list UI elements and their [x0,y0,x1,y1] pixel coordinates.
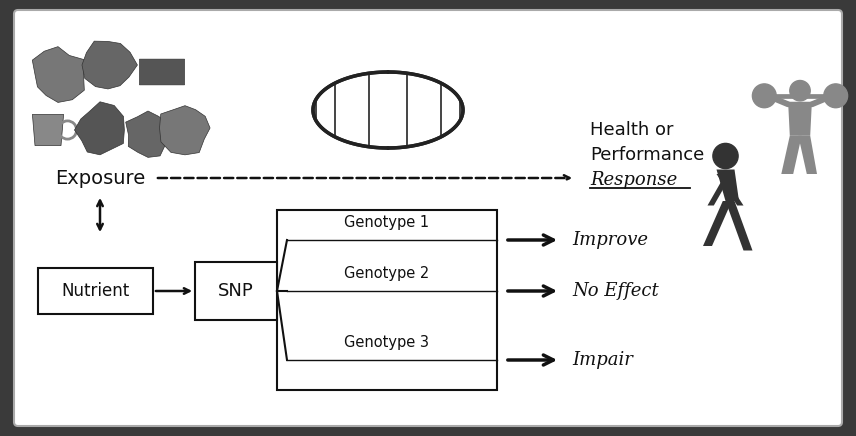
Polygon shape [33,47,85,102]
FancyBboxPatch shape [38,268,153,314]
Text: Nutrient: Nutrient [62,282,129,300]
FancyBboxPatch shape [14,10,842,426]
Polygon shape [788,102,811,136]
Polygon shape [74,102,124,155]
Text: Exposure: Exposure [55,168,146,187]
Text: Improve: Improve [572,231,648,249]
Polygon shape [716,170,739,201]
Text: No Effect: No Effect [572,282,659,300]
Text: Response: Response [590,171,677,189]
Polygon shape [782,136,802,174]
FancyBboxPatch shape [277,210,497,390]
Text: Health or: Health or [590,121,674,139]
Text: Genotype 2: Genotype 2 [344,266,430,280]
Text: SNP: SNP [218,282,254,300]
Text: Genotype 3: Genotype 3 [344,334,430,350]
Polygon shape [799,136,817,174]
FancyBboxPatch shape [140,59,184,85]
Text: Genotype 1: Genotype 1 [344,215,430,229]
Polygon shape [716,174,744,205]
Polygon shape [33,114,63,146]
Circle shape [790,81,810,101]
Polygon shape [159,106,210,155]
Polygon shape [703,201,732,246]
Text: Impair: Impair [572,351,633,369]
Circle shape [823,84,847,108]
Polygon shape [126,111,169,157]
Circle shape [752,84,776,108]
Text: Performance: Performance [590,146,704,164]
Polygon shape [708,174,732,205]
Polygon shape [726,201,752,251]
Circle shape [713,143,738,169]
Polygon shape [82,41,138,89]
FancyBboxPatch shape [195,262,277,320]
